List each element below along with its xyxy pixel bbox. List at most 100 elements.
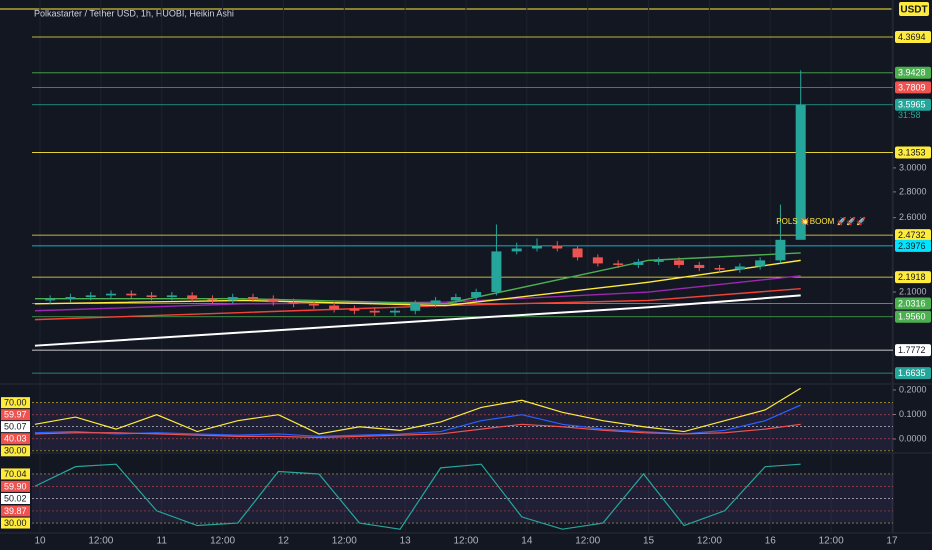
oscillator-line [34,387,802,435]
price-badge [895,344,931,357]
candle-body [775,239,786,261]
candle-body [166,295,177,298]
candle-body [572,248,583,258]
candle-body [349,309,360,311]
price-badge [895,146,931,159]
candle-body [694,264,705,269]
candle-body [369,310,380,313]
x-tick-label: 12:00 [575,536,600,547]
candle-body [531,245,542,249]
price-badge [895,81,931,94]
price-badge [895,239,931,252]
x-tick-label: 17 [886,536,898,547]
candle-body [65,297,76,299]
currency: USDT [900,5,927,16]
level-label: 40.03 [4,434,27,444]
level-badge [1,493,30,505]
x-tick-label: 12:00 [453,536,478,547]
candle-body [795,104,806,240]
candle-body [653,260,664,262]
candle-body [734,266,745,270]
level-badge [1,421,30,433]
price-label: 3.1353 [898,147,926,157]
price-badge [895,297,931,310]
level-badge [1,517,30,529]
moving-average [34,252,801,305]
price-label: 3.9428 [898,68,926,78]
candle-body [471,292,482,298]
x-tick-label: 15 [643,536,655,547]
y2-tick-label: 0.1000 [899,409,927,419]
moving-average [34,275,801,312]
level-label: 70.00 [4,398,27,408]
price-label: 4.3694 [898,32,926,42]
level-badge [1,445,30,457]
x-tick-label: 12 [278,536,290,547]
price-label: 3.5965 [898,100,926,110]
y-tick-label: 2.1000 [899,286,927,296]
currency-badge [899,2,929,16]
price-label: 2.0316 [898,298,926,308]
level-label: 30.00 [4,518,27,528]
price-badge [895,367,931,380]
countdown: 31:58 [898,110,921,120]
x-tick-label: 14 [521,536,533,547]
candle-body [288,302,299,304]
candle-body [146,295,157,298]
price-badge [895,31,931,44]
x-tick-label: 13 [400,536,412,547]
level-badge [1,397,30,409]
candle-body [613,263,624,265]
candle-body [126,293,137,296]
level-label: 39.87 [4,506,27,516]
x-tick-label: 11 [157,536,168,547]
candle-body [552,245,563,249]
candle-body [308,303,319,306]
candle-body [329,305,340,310]
candle-body [450,297,461,301]
price-label: 2.3976 [898,241,926,251]
level-label: 59.97 [4,410,27,420]
price-label: 2.1918 [898,272,926,282]
candle-body [207,298,218,301]
level-badge [1,480,30,492]
candle-body [511,248,522,252]
x-tick-label: 12:00 [88,536,113,547]
x-tick-label: 10 [34,536,46,547]
candle-body [106,293,117,296]
candle-body [410,303,421,311]
y-tick-label: 2.6000 [899,212,927,222]
level-label: 30.00 [4,446,27,456]
level-label: 50.07 [4,422,27,432]
level-label: 59.90 [4,481,27,491]
price-label: 1.7772 [898,345,926,355]
candle-body [714,268,725,270]
level-badge [1,505,30,517]
candle-body [85,295,96,298]
price-label: 1.9560 [898,312,926,322]
price-label: 1.6635 [898,368,926,378]
y2-tick-label: 0.0000 [899,433,927,443]
price-badge [895,310,931,323]
candle-body [592,257,603,264]
oscillator-line [34,463,801,530]
price-badge [895,66,931,79]
y2-tick-label: 0.2000 [899,384,927,394]
candle-body [227,297,238,301]
candle-body [491,251,502,293]
x-tick-label: 12:00 [210,536,235,547]
chart-title: Polkastarter / Tether USD, 1h, HUOBI, He… [34,8,234,18]
level-badge [1,433,30,445]
candle-body [430,300,441,304]
candle-body [390,310,401,313]
moving-average [34,294,801,347]
level-label: 50.02 [4,493,27,503]
candle-body [633,261,644,265]
candle-body [268,298,279,303]
candle-body [673,260,684,265]
y-tick-label: 3.0000 [899,162,927,172]
annotation: POLS 💥BOOM 🚀🚀🚀 [776,216,866,226]
price-label: 3.7809 [898,82,926,92]
candle-body [187,295,198,299]
